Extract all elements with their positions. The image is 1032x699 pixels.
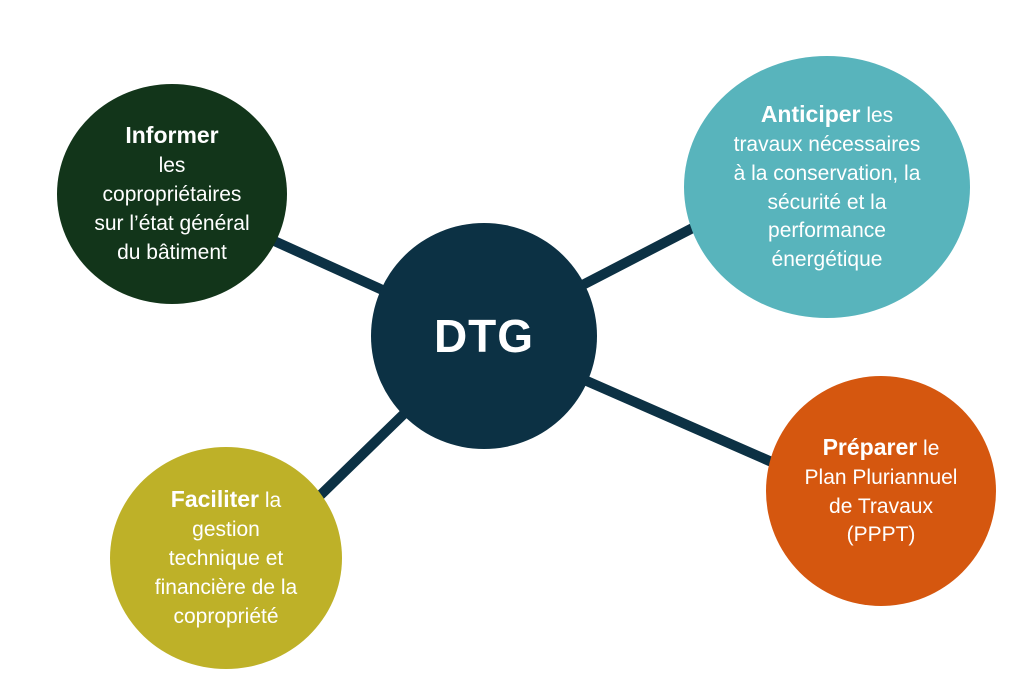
informer-keyword: Informer: [125, 122, 219, 149]
anticiper-keyword: Anticiper: [760, 100, 861, 127]
anticiper-line-5: énergétique: [771, 248, 883, 272]
node-faciliter: Faciliter la gestion technique et financ…: [110, 447, 342, 669]
node-anticiper: Anticiper les travaux nécessaires à la c…: [684, 56, 970, 318]
preparer-line-1: Plan Pluriannuel: [804, 465, 958, 489]
faciliter-line-4: copropriété: [173, 604, 279, 628]
node-preparer-text: Préparer le Plan Pluriannuel de Travaux …: [805, 432, 958, 551]
preparer-line-2: de Travaux: [829, 494, 933, 518]
node-faciliter-text: Faciliter la gestion technique et financ…: [155, 484, 297, 632]
anticiper-rest: les: [860, 103, 894, 127]
informer-line-3: sur l’état général: [94, 211, 250, 235]
preparer-line-3: (PPPT): [846, 523, 916, 547]
node-center: DTG: [371, 223, 597, 449]
node-anticiper-text: Anticiper les travaux nécessaires à la c…: [734, 99, 921, 276]
center-label: DTG: [433, 310, 535, 362]
informer-line-1: les: [158, 154, 186, 178]
anticiper-line-1: travaux nécessaires: [733, 132, 921, 156]
node-preparer: Préparer le Plan Pluriannuel de Travaux …: [766, 376, 996, 606]
anticiper-line-3: sécurité et la: [767, 190, 887, 214]
informer-line-2: copropriétaires: [102, 183, 242, 207]
faciliter-line-3: financière de la: [154, 575, 298, 599]
informer-line-4: du bâtiment: [117, 240, 227, 264]
preparer-keyword: Préparer: [822, 433, 918, 460]
anticiper-line-2: à la conservation, la: [733, 161, 921, 185]
faciliter-rest: la: [259, 489, 282, 513]
faciliter-line-2: technique et: [168, 547, 284, 571]
faciliter-keyword: Faciliter: [170, 486, 260, 513]
faciliter-line-1: gestion: [192, 518, 260, 542]
preparer-rest: le: [917, 436, 940, 460]
node-informer-text: Informer les copropriétaires sur l’état …: [94, 120, 249, 268]
node-informer: Informer les copropriétaires sur l’état …: [57, 84, 287, 304]
anticiper-line-4: performance: [768, 219, 886, 243]
